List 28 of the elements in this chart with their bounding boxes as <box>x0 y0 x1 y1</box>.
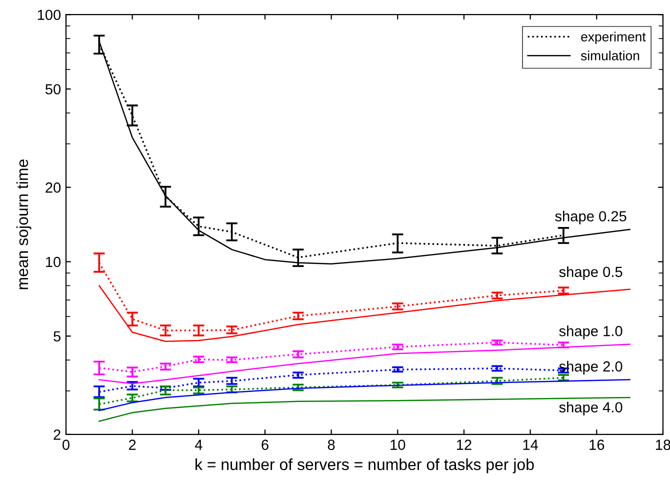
annotation: shape 4.0 <box>559 402 622 416</box>
x-tick-label: 14 <box>523 440 538 450</box>
y-axis-title: mean sojourn time <box>16 160 32 290</box>
y-tick-label: 10 <box>46 256 61 268</box>
x-tick-label: 10 <box>390 440 406 450</box>
x-tick-label: 4 <box>194 440 202 450</box>
line-series <box>98 344 630 384</box>
x-tick-label: 8 <box>328 440 335 450</box>
annotation: shape 1.0 <box>559 326 622 340</box>
x-tick-label: 6 <box>262 440 268 450</box>
x-tick-label: 16 <box>590 440 604 450</box>
y-tick-label: 50 <box>46 84 61 94</box>
annotation: shape 0.5 <box>559 266 622 280</box>
x-tick-label: 12 <box>456 440 472 450</box>
legend-label: experiment <box>581 32 646 44</box>
x-tick-label: 0 <box>62 440 70 450</box>
y-tick-label: 2 <box>54 430 60 440</box>
annotation: shape 0.25 <box>555 210 626 224</box>
line-series <box>98 285 630 342</box>
y-tick-label: 5 <box>54 331 61 342</box>
legend-label: simulation <box>580 50 640 60</box>
line-series <box>98 396 630 422</box>
y-tick-label: 20 <box>46 182 61 193</box>
x-axis-title: k = number of servers = number of tasks per job <box>196 458 534 474</box>
x-tick-label: 2 <box>129 440 136 450</box>
y-tick-label: 100 <box>38 10 61 20</box>
x-tick-label: 18 <box>656 440 670 450</box>
annotation: shape 2.0 <box>559 360 622 374</box>
